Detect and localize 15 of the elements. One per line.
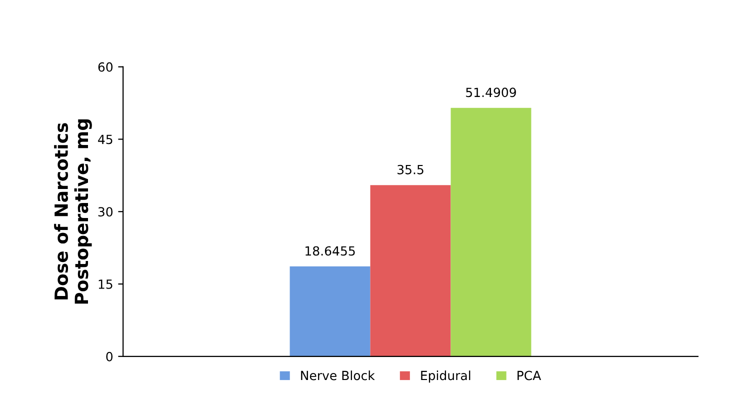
y-tick-label: 45: [98, 134, 112, 144]
legend-label: PCA: [518, 370, 542, 380]
y-tick-label: 0: [106, 352, 113, 362]
data-label: 51.4909: [466, 88, 516, 98]
bar: [450, 108, 532, 356]
bar: [370, 185, 451, 356]
data-label: 35.5: [398, 164, 424, 174]
legend-label: Nerve Block: [301, 370, 375, 380]
legend-label: Epidural: [421, 370, 470, 383]
y-tick-label: 15: [98, 280, 112, 289]
bar: [290, 266, 370, 356]
y-axis-title: Dose of Narcotics Postoperative, mg: [54, 119, 92, 304]
data-label: 18.6455: [306, 246, 355, 256]
y-tick-label: 60: [98, 62, 113, 72]
y-tick-label: 30: [98, 207, 113, 217]
